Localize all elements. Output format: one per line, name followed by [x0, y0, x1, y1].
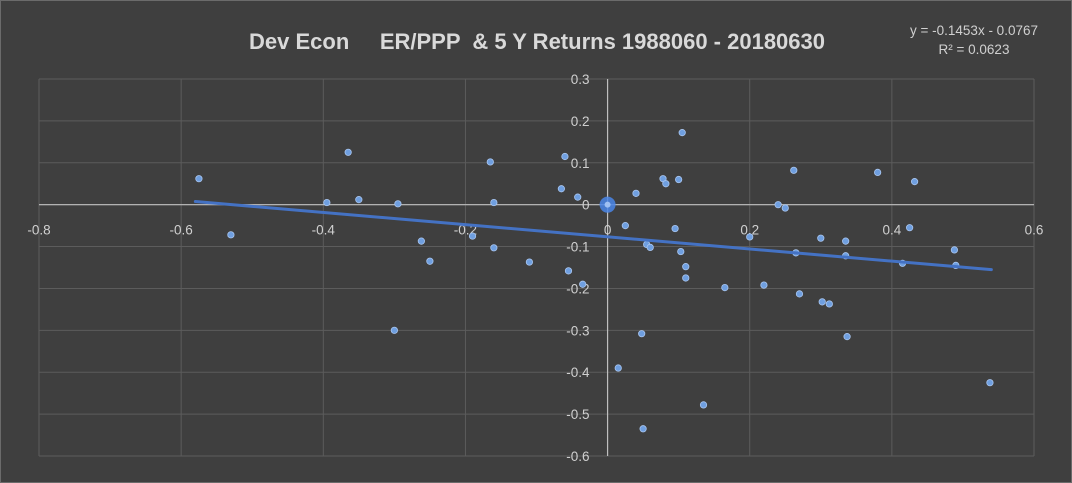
data-point: [781, 204, 789, 212]
data-point: [817, 234, 825, 242]
x-tick-label: 0.2: [740, 223, 759, 238]
data-points: [195, 129, 994, 433]
trendline-r-squared: R² = 0.0623: [938, 42, 1010, 57]
data-point: [490, 198, 498, 207]
x-tick-label: -0.4: [312, 223, 336, 238]
data-point: [906, 224, 914, 232]
trendline-layer: [193, 199, 993, 272]
data-point: [426, 257, 434, 265]
data-point: [682, 263, 690, 271]
data-point: [677, 247, 685, 256]
data-point: [910, 178, 919, 186]
y-tick-label: 0.3: [571, 72, 590, 87]
data-point: [390, 326, 398, 334]
data-point: [490, 244, 498, 252]
data-point: [843, 333, 851, 341]
highlight-point-center: [604, 201, 611, 208]
data-point: [632, 189, 640, 197]
trendline-equation-label: y = -0.1453x - 0.0767 R² = 0.0623: [879, 21, 1069, 59]
y-tick-label: 0.2: [571, 114, 590, 129]
data-point: [795, 290, 804, 298]
y-tick-label: -0.5: [566, 407, 589, 422]
data-point: [525, 258, 533, 266]
x-tick-label: -0.8: [27, 223, 50, 238]
data-point: [195, 175, 203, 183]
data-point: [638, 330, 646, 338]
data-point: [564, 267, 573, 275]
data-point: [675, 175, 683, 184]
trendline-equation: y = -0.1453x - 0.0767: [910, 23, 1038, 38]
data-point: [825, 300, 833, 308]
gridlines: [38, 78, 1035, 457]
axes: [39, 79, 1034, 456]
data-point: [614, 364, 622, 372]
y-tick-label: 0: [582, 198, 590, 213]
data-point: [344, 148, 352, 156]
x-tick-label: -0.6: [170, 223, 193, 238]
data-point: [621, 222, 629, 230]
data-point: [678, 129, 686, 137]
data-point: [323, 198, 331, 207]
x-tick-label: 0.6: [1025, 223, 1044, 238]
data-point: [760, 281, 768, 289]
data-point: [639, 425, 647, 433]
data-point: [417, 237, 425, 245]
data-point: [818, 298, 826, 306]
data-point: [682, 274, 690, 282]
chart-title: Dev Econ ER/PPP & 5 Y Returns 1988060 - …: [249, 29, 825, 54]
data-point: [646, 243, 654, 251]
data-point: [486, 158, 494, 166]
data-point: [355, 196, 363, 204]
y-tick-label: -0.6: [566, 449, 589, 464]
x-tick-label: 0: [604, 223, 612, 238]
data-point: [699, 401, 708, 409]
y-tick-labels: 0.30.20.10-0.1-0.2-0.3-0.4-0.5-0.6: [566, 72, 590, 464]
data-point: [574, 193, 582, 201]
data-point: [227, 231, 235, 239]
data-point: [746, 233, 754, 241]
data-point: [874, 168, 882, 177]
y-tick-label: -0.3: [566, 323, 589, 338]
data-point: [721, 284, 729, 292]
y-tick-label: -0.1: [566, 240, 589, 255]
data-point: [774, 201, 782, 209]
x-tick-label: 0.4: [882, 223, 901, 238]
data-point: [579, 280, 587, 288]
data-point: [950, 246, 959, 254]
data-point: [671, 224, 679, 233]
data-point: [842, 237, 850, 245]
data-point: [561, 152, 569, 161]
data-point: [662, 180, 670, 188]
trendline: [193, 199, 993, 272]
x-tick-labels: -0.8 -0.6 -0.4 -0.2 0 0.2 0.4 0.6: [27, 223, 1043, 238]
data-point: [557, 185, 565, 193]
data-point: [394, 200, 402, 208]
data-point: [986, 379, 994, 387]
data-point: [790, 166, 798, 174]
data-point: [468, 232, 477, 240]
y-tick-label: 0.1: [571, 156, 590, 171]
y-tick-label: -0.4: [566, 365, 590, 380]
